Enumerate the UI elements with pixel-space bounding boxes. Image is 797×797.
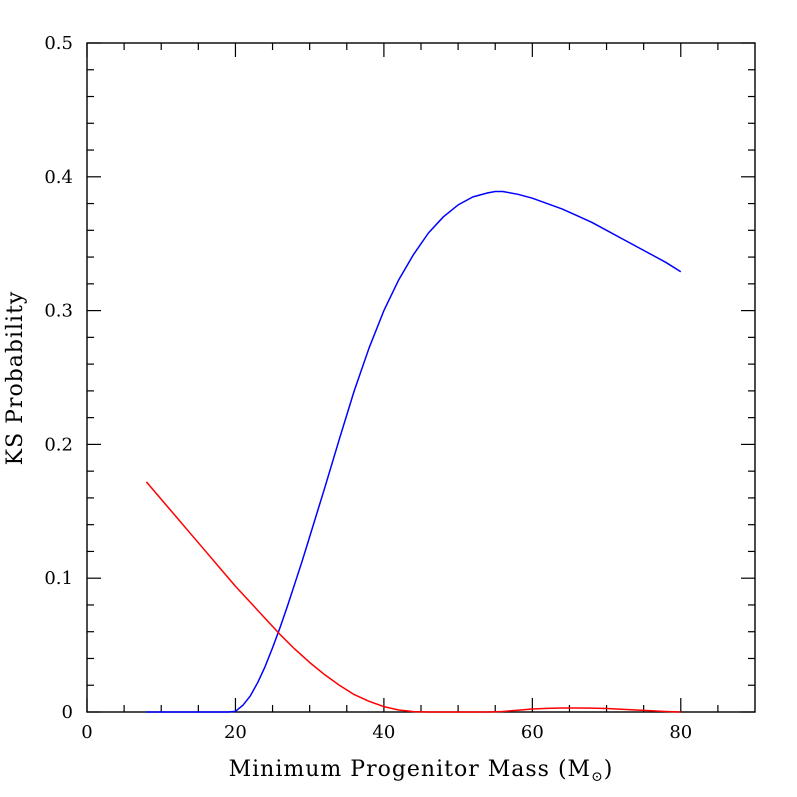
x-tick-label: 80: [669, 722, 692, 743]
x-tick-label: 60: [521, 722, 544, 743]
y-tick-label: 0.2: [44, 434, 73, 455]
red-series-line: [145, 481, 681, 713]
y-tick-label: 0: [62, 702, 73, 723]
x-axis-title-close: ): [604, 757, 614, 782]
x-tick-label: 0: [81, 722, 92, 743]
x-axis-title-text: Minimum Progenitor Mass (M: [229, 757, 591, 782]
y-tick-label: 0.5: [44, 33, 73, 54]
x-axis-title: Minimum Progenitor Mass (M⊙): [229, 757, 614, 785]
y-tick-label: 0.1: [44, 568, 73, 589]
plot-frame: [86, 42, 756, 713]
axis-tick-labels: 0 20 40 60 80 0 0.1 0.2 0.3 0.4 0.5: [44, 33, 692, 743]
blue-series-line: [146, 190, 682, 713]
solar-symbol: ⊙: [591, 769, 604, 785]
series-lines: [145, 190, 682, 713]
x-tick-label: 20: [224, 722, 247, 743]
x-tick-label: 40: [372, 722, 395, 743]
axis-ticks: [86, 42, 755, 713]
y-axis-title: KS Probability: [3, 291, 28, 466]
y-tick-label: 0.3: [44, 301, 73, 322]
y-tick-label: 0.4: [44, 167, 73, 188]
